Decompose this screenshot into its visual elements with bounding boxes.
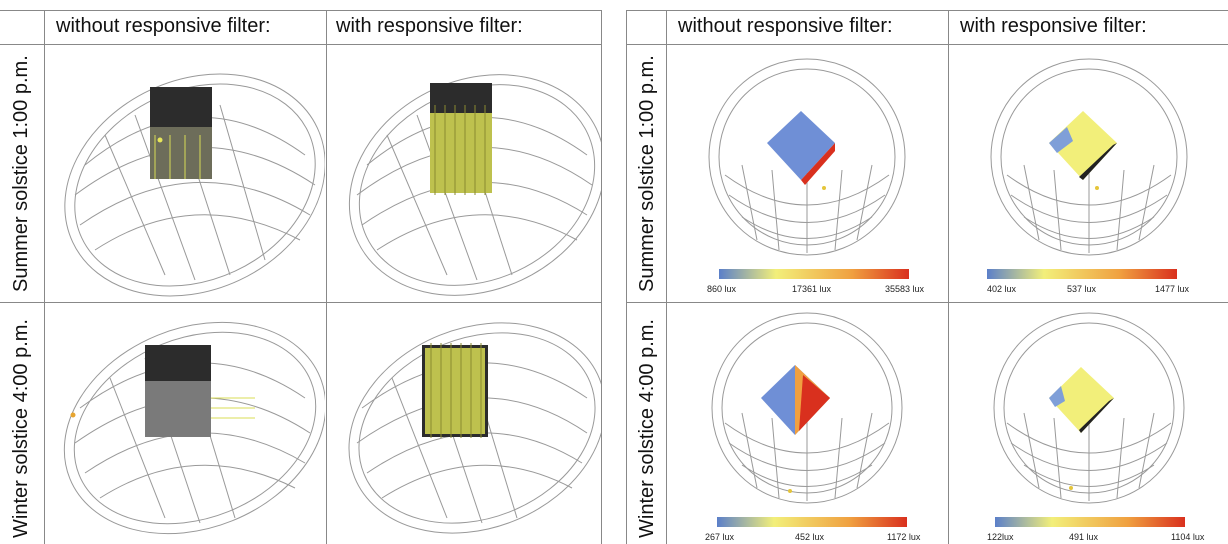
right-figure-frame [626, 10, 1228, 544]
left-winter-without-view [45, 303, 325, 543]
right-header-with: with responsive filter: [960, 15, 1147, 37]
right-label-divider [666, 10, 667, 544]
right-row-divider [626, 302, 1228, 303]
scale-max-4: 1104 lux [1171, 532, 1205, 542]
left-col-divider [326, 10, 327, 544]
right-summer-with-view: 402 lux 537 lux 1477 lux [949, 45, 1228, 301]
scale-mid-2: 537 lux [1067, 284, 1097, 294]
left-row-winter: Winter solstice 4:00 p.m. [10, 319, 32, 538]
left-summer-with-view [327, 45, 601, 301]
right-col-divider [948, 10, 949, 544]
scale-min-3: 267 lux [705, 532, 735, 542]
left-row-summer: Summer solstice 1:00 p.m. [10, 55, 32, 292]
scale-max-3: 1172 lux [887, 532, 921, 542]
scale-mid-4: 491 lux [1069, 532, 1099, 542]
scale-min-1: 860 lux [707, 284, 737, 294]
left-header-divider [0, 44, 602, 45]
left-row-divider [0, 302, 602, 303]
left-winter-with-view [327, 303, 601, 543]
scale-max-1: 35583 lux [885, 284, 925, 294]
left-figure-frame [0, 10, 602, 544]
right-row-summer: Summer solstice 1:00 p.m. [636, 55, 658, 292]
scale-max-2: 1477 lux [1155, 284, 1190, 294]
left-header-without: without responsive filter: [56, 15, 271, 37]
left-summer-without-view [45, 45, 325, 301]
right-header-divider [626, 44, 1228, 45]
right-header-without: without responsive filter: [678, 15, 893, 37]
right-row-winter: Winter solstice 4:00 p.m. [636, 319, 658, 538]
right-winter-with-view: 122lux 491 lux 1104 lux [949, 303, 1228, 543]
scale-mid-3: 452 lux [795, 532, 825, 542]
scale-bar-2 [987, 269, 1177, 279]
scale-min-2: 402 lux [987, 284, 1017, 294]
left-label-divider [44, 10, 45, 544]
right-summer-without-view: 860 lux 17361 lux 35583 lux [667, 45, 947, 301]
scale-bar-1 [719, 269, 909, 279]
scale-bar-4 [995, 517, 1185, 527]
scale-bar-3 [717, 517, 907, 527]
scale-mid-1: 17361 lux [792, 284, 832, 294]
left-header-with: with responsive filter: [336, 15, 523, 37]
right-winter-without-view: 267 lux 452 lux 1172 lux [667, 303, 947, 543]
scale-min-4: 122lux [987, 532, 1014, 542]
